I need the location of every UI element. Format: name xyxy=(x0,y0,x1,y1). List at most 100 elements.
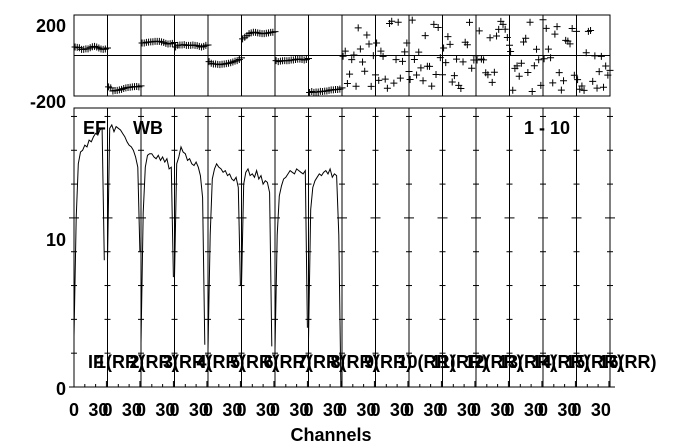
phase-point xyxy=(238,54,245,62)
phase-point xyxy=(501,25,509,33)
phase-point xyxy=(405,67,413,75)
x-tick-label: 30 xyxy=(155,400,175,420)
phase-point xyxy=(484,71,492,79)
if-segment-label: 13(RR) xyxy=(498,352,556,372)
if-segment-label: 1(RR) xyxy=(96,352,144,372)
phase-point xyxy=(361,67,369,75)
x-tick-label: 30 xyxy=(222,400,242,420)
x-tick-label: 30 xyxy=(591,400,611,420)
phase-point xyxy=(373,39,381,47)
phase-point xyxy=(446,40,454,48)
phase-marks xyxy=(71,16,614,97)
phase-point xyxy=(468,64,476,72)
phase-point xyxy=(419,77,427,85)
panel-label-wb: WB xyxy=(133,118,163,138)
phase-point xyxy=(582,49,590,57)
phase-point xyxy=(375,76,383,84)
phase-point xyxy=(551,30,559,38)
x-tick-label: 0 xyxy=(169,400,179,420)
phase-point xyxy=(555,69,563,77)
phase-point xyxy=(520,38,528,46)
x-tick-label: 30 xyxy=(323,400,343,420)
phase-point xyxy=(495,25,503,33)
phase-point xyxy=(171,39,178,47)
amplitude-series-line xyxy=(207,162,241,350)
phase-point xyxy=(430,20,438,28)
phase-point xyxy=(488,78,496,86)
if-segment-label: 3(RR) xyxy=(163,352,211,372)
if-segment-label: 9(RR) xyxy=(364,352,412,372)
x-tick-label: 0 xyxy=(404,400,414,420)
phase-point xyxy=(539,16,547,24)
phase-point xyxy=(524,69,532,77)
phase-point xyxy=(392,56,400,64)
phase-point xyxy=(338,84,346,92)
phase-point xyxy=(379,52,387,60)
if-segment-label: 14(RR) xyxy=(532,352,590,372)
x-tick-label: 0 xyxy=(504,400,514,420)
if-segment-label: 2(RR) xyxy=(130,352,178,372)
x-tick-label: 30 xyxy=(557,400,577,420)
x-tick-label: 0 xyxy=(538,400,548,420)
x-tick-label: 30 xyxy=(457,400,477,420)
if-segment-label: 5(RR) xyxy=(230,352,278,372)
phase-point xyxy=(574,76,582,84)
if-segment-label: 7(RR) xyxy=(297,352,345,372)
if-label: IF xyxy=(88,352,104,372)
phase-point xyxy=(544,45,552,53)
phase-point xyxy=(493,32,501,40)
phase-point xyxy=(560,77,568,85)
phase-point xyxy=(352,82,360,90)
phase-point xyxy=(540,55,548,63)
phase-point xyxy=(442,59,450,67)
if-segment-label: 6(RR) xyxy=(264,352,312,372)
x-tick-label: 30 xyxy=(356,400,376,420)
phase-point xyxy=(530,62,538,70)
phase-point xyxy=(522,34,530,42)
x-axis-label: Channels xyxy=(290,425,371,443)
phase-point xyxy=(533,45,541,53)
x-tick-label: 30 xyxy=(423,400,443,420)
phase-point xyxy=(372,71,379,79)
phase-point xyxy=(367,82,375,90)
amplitude-tick-label-10: 10 xyxy=(46,230,66,250)
phase-point xyxy=(566,40,574,48)
phase-point xyxy=(394,18,402,26)
phase-point xyxy=(568,25,576,33)
x-tick-label: 30 xyxy=(256,400,276,420)
phase-point xyxy=(396,74,404,82)
phase-point xyxy=(383,84,391,92)
phase-point xyxy=(408,16,416,24)
phase-point xyxy=(401,48,409,56)
phase-point xyxy=(339,52,347,60)
phase-point xyxy=(547,54,555,62)
x-tick-label: 0 xyxy=(571,400,581,420)
phase-point xyxy=(417,64,425,72)
phase-point xyxy=(448,78,456,86)
panel-label-ef: EF xyxy=(83,118,106,138)
baseline-label: 1 - 10 xyxy=(524,118,570,138)
phase-tick-label-top: 200 xyxy=(36,16,66,36)
phase-point xyxy=(343,80,351,88)
phase-point xyxy=(377,47,385,55)
phase-point xyxy=(350,51,358,59)
x-tick-label: 30 xyxy=(88,400,108,420)
phase-point xyxy=(472,52,480,60)
phase-point xyxy=(444,33,452,41)
phase-point xyxy=(381,75,389,83)
phase-point xyxy=(369,52,377,60)
x-tick-label: 0 xyxy=(270,400,280,420)
amplitude-series-line xyxy=(174,145,206,345)
phase-point xyxy=(604,71,612,79)
phase-point xyxy=(439,71,446,79)
phase-point xyxy=(390,79,398,87)
phase-point xyxy=(434,23,442,31)
phase-point xyxy=(436,54,444,62)
amplitude-series-line xyxy=(241,167,273,347)
x-tick-label: 0 xyxy=(236,400,246,420)
phase-point xyxy=(542,24,550,32)
x-tick-label: 0 xyxy=(370,400,380,420)
phase-point xyxy=(475,27,483,35)
phase-point xyxy=(137,82,145,90)
x-tick-labels: 0 300 300 300 300 300 300 300 300 300 300 300 300 300… xyxy=(69,400,611,420)
